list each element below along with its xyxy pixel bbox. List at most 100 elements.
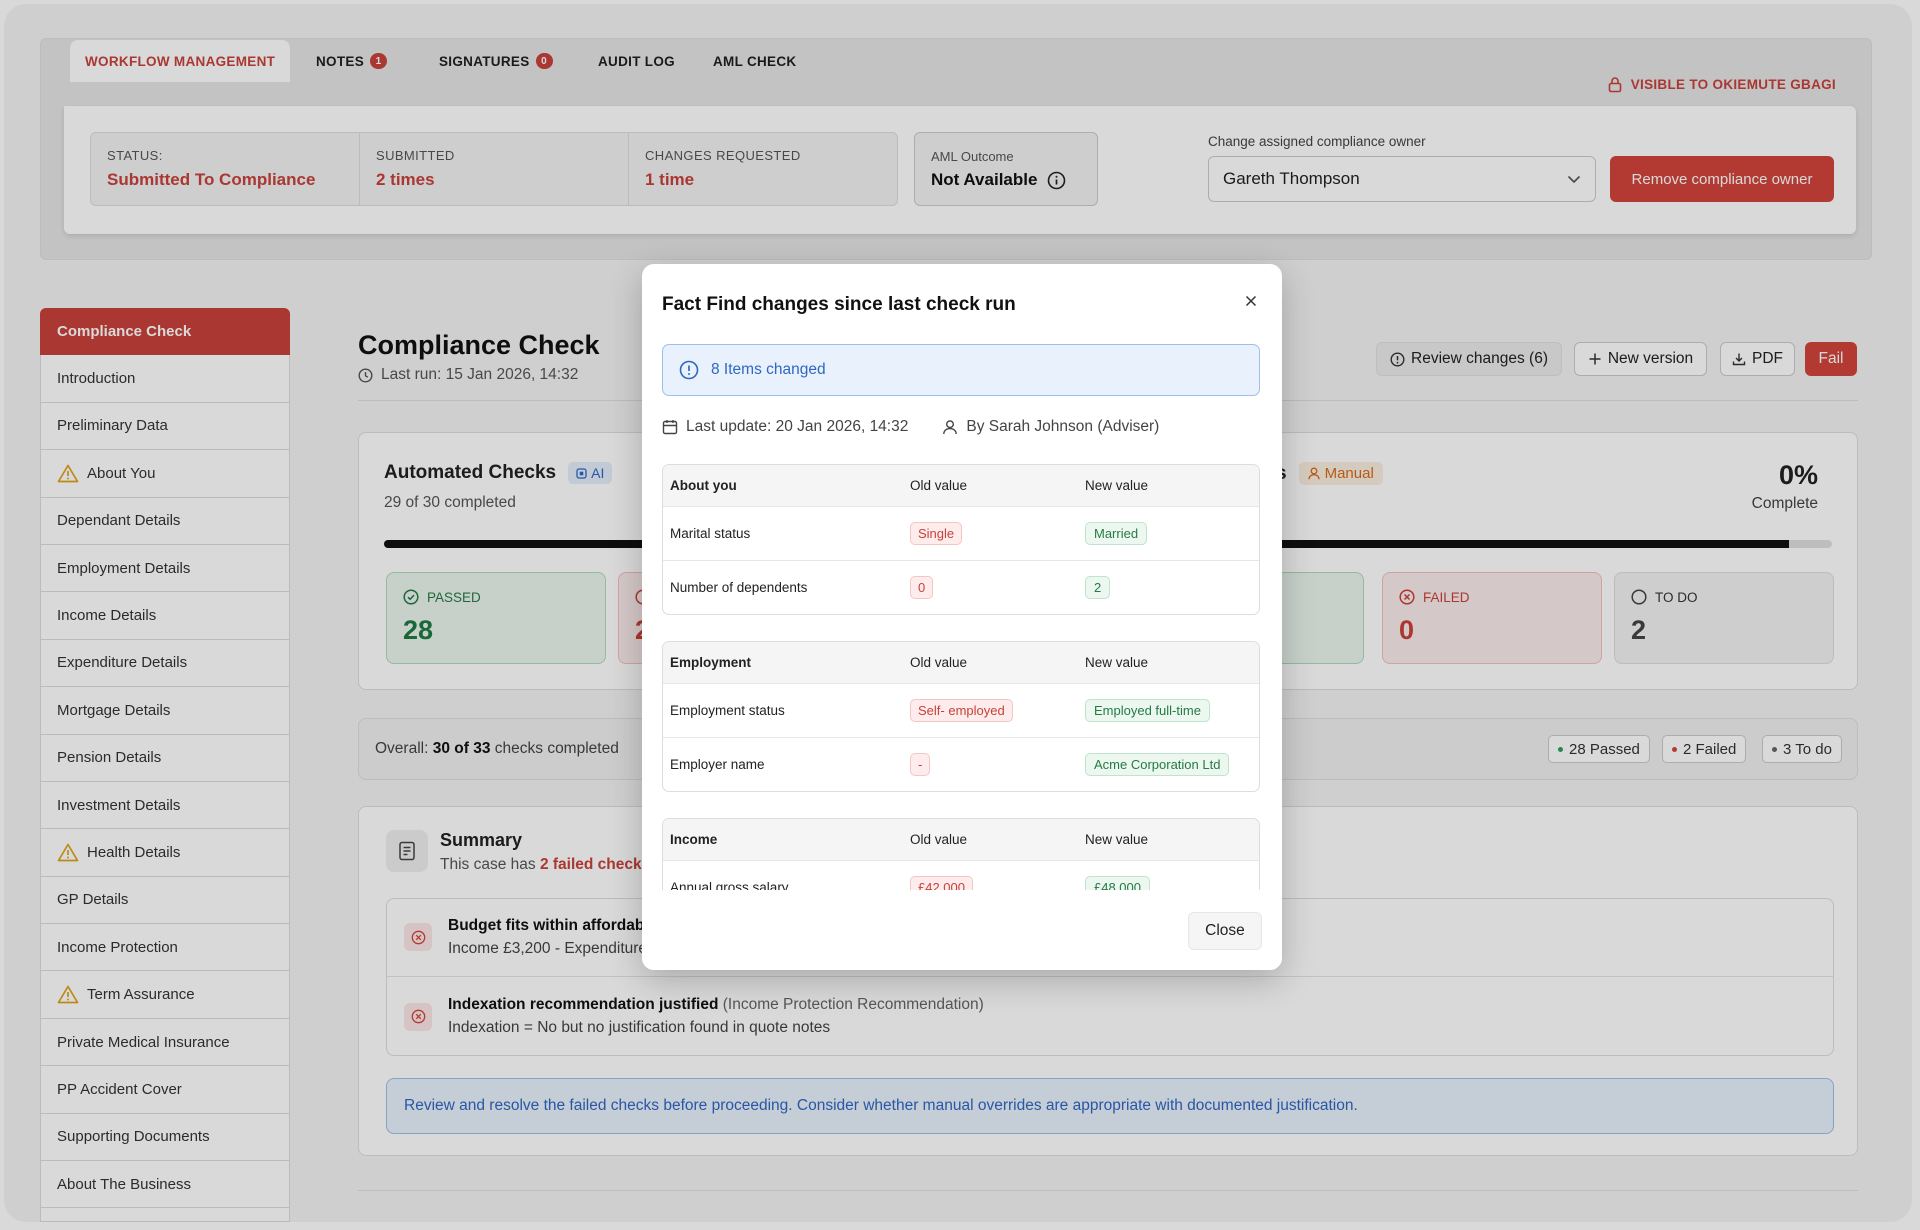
sidebar-item-term-assurance[interactable]: Term Assurance — [40, 971, 290, 1019]
tab-label: NOTES — [316, 53, 365, 69]
completion-label: Complete — [1751, 495, 1818, 512]
changes-requested-label: CHANGES REQUESTED — [645, 148, 801, 163]
manual-failed-tile: FAILED 0 — [1382, 572, 1602, 664]
new-value-header: New value — [1085, 655, 1149, 670]
failed-check-description: Income £3,200 - Expenditure — [448, 939, 648, 957]
grey-dot-icon — [1772, 746, 1777, 752]
sidebar-item-label: Compliance Check — [57, 323, 192, 341]
failed-check-title: Indexation recommendation justified — [448, 996, 719, 1013]
sidebar-item-about-you[interactable]: About You — [40, 450, 290, 498]
notes-count-badge: 1 — [370, 53, 388, 69]
tab-label: AML CHECK — [713, 53, 797, 69]
last-update-text: Last update: 20 Jan 2026, 14:32 — [686, 418, 909, 435]
change-row: Employer name - Acme Corporation Ltd — [663, 737, 1259, 791]
tab-signatures[interactable]: SIGNATURES 0 — [439, 40, 553, 82]
sidebar-item-compliance-check[interactable]: Compliance Check — [40, 308, 290, 356]
changes-requested-stat: CHANGES REQUESTED 1 time — [629, 133, 897, 205]
todo-count: 2 — [1631, 615, 1647, 645]
divider — [358, 1190, 1858, 1191]
sidebar-item-gp-details[interactable]: GP Details — [40, 876, 290, 925]
old-value-header: Old value — [910, 655, 968, 670]
passed-count: 28 — [403, 615, 434, 645]
sidebar-item-pp-accident-cover[interactable]: PP Accident Cover — [40, 1066, 290, 1114]
section-name: About you — [670, 478, 737, 493]
sidebar-item-pension-details[interactable]: Pension Details — [40, 734, 290, 782]
overall-count: 30 of 33 — [432, 740, 491, 757]
sidebar-item-label: Pension Details — [57, 749, 162, 767]
app-window: WORKFLOW MANAGEMENT NOTES 1 SIGNATURES 0… — [4, 4, 1912, 1222]
passed-tile: PASSED 28 — [386, 572, 606, 664]
sidebar-item-employment-details[interactable]: Employment Details — [40, 544, 290, 593]
tab-notes[interactable]: NOTES 1 — [316, 40, 388, 82]
updated-by-text: By Sarah Johnson (Adviser) — [966, 418, 1160, 435]
sidebar-item-label: GP Details — [57, 891, 129, 909]
todo-chip: 3 To do — [1762, 735, 1842, 763]
sidebar-item-supporting-documents[interactable]: Supporting Documents — [40, 1113, 290, 1162]
tab-aml-check[interactable]: AML CHECK — [713, 40, 796, 82]
aml-outcome: AML Outcome Not Available — [914, 132, 1098, 206]
alert-circle-icon — [1390, 351, 1405, 367]
sidebar-item-label: Expenditure Details — [57, 654, 188, 672]
owner-label: Change assigned compliance owner — [1208, 134, 1426, 149]
red-dot-icon — [1672, 746, 1677, 752]
x-circle-icon — [404, 1002, 432, 1031]
old-value: Self- employed — [910, 699, 1013, 722]
sidebar-item-income-details[interactable]: Income Details — [40, 592, 290, 640]
sidebar-item-private-medical-insurance[interactable]: Private Medical Insurance — [40, 1018, 290, 1067]
sidebar-item-health-details[interactable]: Health Details — [40, 829, 290, 877]
changes-section-employment: Employment Old value New value Employmen… — [662, 641, 1260, 792]
sidebar-item-label: Introduction — [57, 370, 136, 388]
sidebar-item-label: Employment Details — [57, 559, 191, 577]
review-changes-button[interactable]: Review changes (6) — [1376, 342, 1562, 376]
aml-label: AML Outcome — [931, 149, 1014, 164]
failed-label: FAILED — [1423, 589, 1470, 605]
modal-title: Fact Find changes since last check run — [662, 294, 1016, 315]
field-name: Annual gross salary — [670, 880, 789, 890]
x-circle-icon — [1399, 589, 1415, 605]
new-version-button[interactable]: New version — [1574, 342, 1707, 376]
visibility-text: VISIBLE TO OKIEMUTE GBAGI — [1630, 77, 1836, 92]
sidebar-item-dependant-details[interactable]: Dependant Details — [40, 497, 290, 545]
tab-workflow-management[interactable]: WORKFLOW MANAGEMENT — [70, 40, 291, 82]
signatures-count-badge: 0 — [535, 53, 553, 69]
modal-footer — [642, 890, 1282, 970]
close-button[interactable]: Close — [1188, 912, 1262, 950]
calendar-icon — [662, 419, 678, 435]
sidebar-item-about-the-business[interactable]: About The Business — [40, 1161, 290, 1209]
circle-icon — [1631, 589, 1647, 605]
sidebar-item-mortgage-details[interactable]: Mortgage Details — [40, 687, 290, 735]
changes-scroll-area[interactable]: About you Old value New value Marital st… — [662, 464, 1260, 890]
sidebar-item-income-protection[interactable]: Income Protection — [40, 924, 290, 972]
automated-checks-title: Automated Checks — [384, 462, 557, 483]
remove-compliance-owner-button[interactable]: Remove compliance owner — [1610, 156, 1834, 202]
x-circle-icon — [404, 923, 432, 951]
sidebar-item-label: Investment Details — [57, 796, 181, 814]
tab-label: AUDIT LOG — [598, 53, 675, 69]
submitted-stat: SUBMITTED 2 times — [360, 133, 629, 205]
fail-button[interactable]: Fail — [1805, 342, 1857, 376]
sidebar-item-introduction[interactable]: Introduction — [40, 355, 290, 403]
user-icon — [942, 419, 958, 435]
automated-checks-subtitle: 29 of 30 completed — [384, 494, 516, 511]
sidebar-item-expenditure-details[interactable]: Expenditure Details — [40, 639, 290, 688]
sidebar-item-label: Private Medical Insurance — [57, 1033, 230, 1051]
close-icon[interactable] — [1240, 290, 1262, 312]
owner-value: Gareth Thompson — [1223, 169, 1360, 188]
new-value: 2 — [1085, 576, 1111, 599]
failed-check-item[interactable]: Budget fits within affordabil Income £3,… — [386, 898, 1834, 977]
sidebar-item-label: About You — [87, 464, 156, 482]
sidebar-item-label: About The Business — [57, 1175, 191, 1193]
sidebar-item-label: PP Accident Cover — [57, 1080, 182, 1098]
section-name: Income — [670, 832, 718, 847]
pdf-button[interactable]: PDF — [1720, 342, 1795, 376]
failed-check-item[interactable]: Indexation recommendation justified (Inc… — [386, 977, 1834, 1056]
tab-audit-log[interactable]: AUDIT LOG — [598, 40, 675, 82]
sidebar-item-preliminary-data[interactable]: Preliminary Data — [40, 402, 290, 451]
sidebar-item-investment-details[interactable]: Investment Details — [40, 781, 290, 830]
lock-icon — [1607, 76, 1623, 93]
compliance-owner-select[interactable]: Gareth Thompson — [1208, 156, 1596, 202]
info-icon[interactable] — [1047, 171, 1066, 190]
tab-label: WORKFLOW MANAGEMENT — [85, 53, 276, 69]
tab-label: SIGNATURES — [439, 53, 530, 69]
submitted-label: SUBMITTED — [376, 148, 455, 163]
